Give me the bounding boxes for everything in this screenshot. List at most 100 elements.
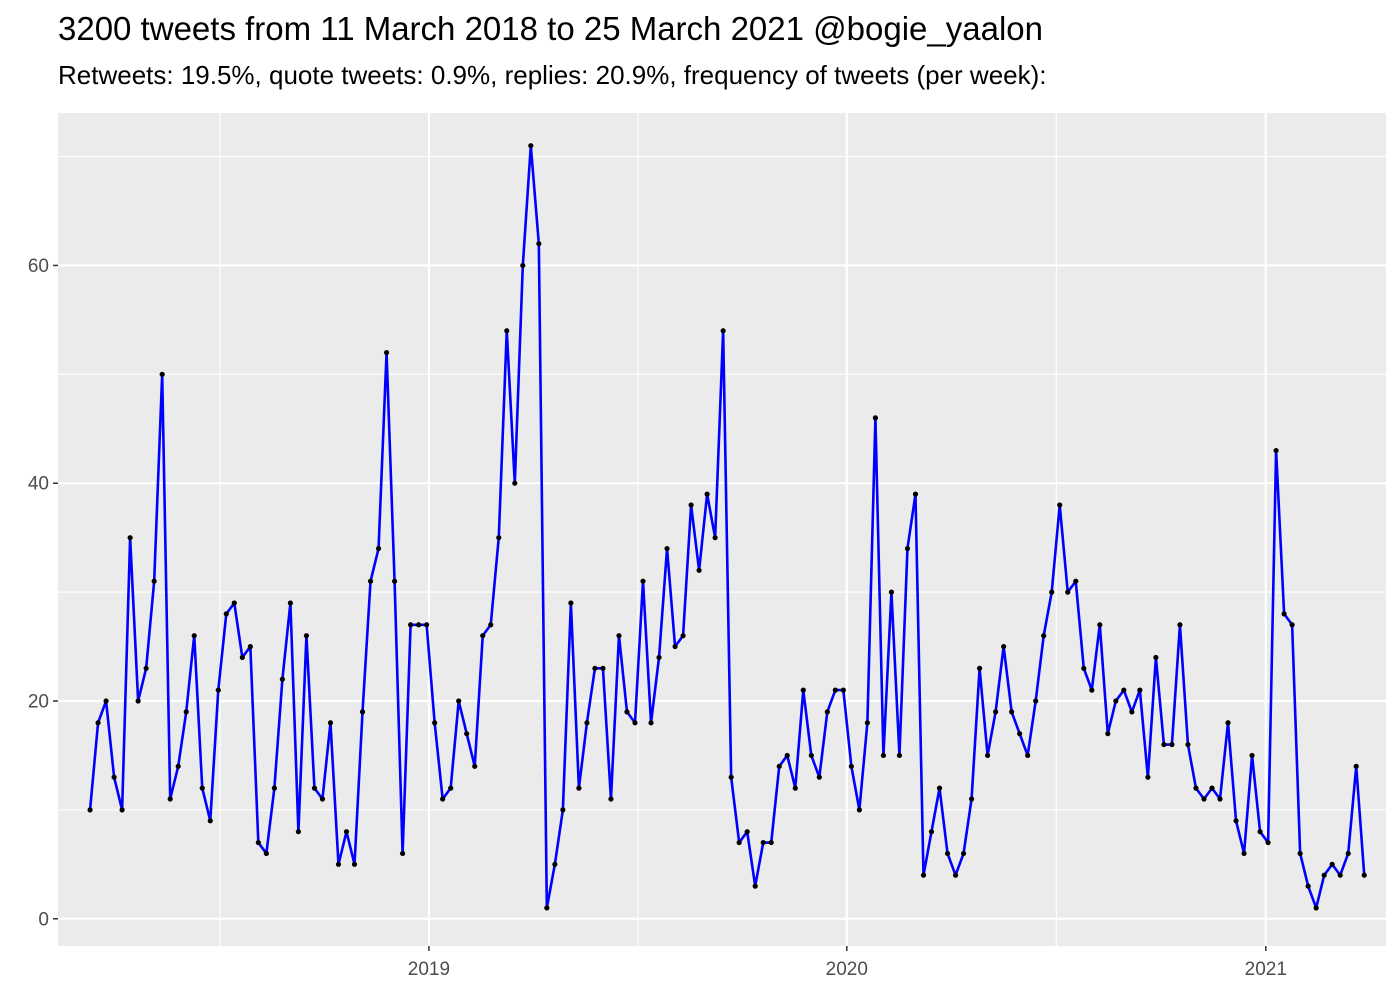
data-point [832, 687, 838, 693]
data-point [912, 491, 919, 497]
data-point [1025, 752, 1031, 759]
data-point [135, 698, 141, 704]
y-tick-label: 40 [28, 474, 49, 495]
data-point [1137, 687, 1143, 693]
data-point [1145, 774, 1151, 780]
data-point [640, 578, 646, 584]
data-point [127, 535, 133, 541]
data-point [1281, 611, 1287, 617]
data-point [199, 785, 205, 791]
data-point [175, 763, 181, 769]
data-point [576, 785, 582, 791]
x-tick-label: 2019 [408, 959, 450, 980]
data-point [1273, 447, 1279, 454]
data-point [648, 720, 654, 726]
data-point [1113, 698, 1119, 704]
x-tick-label: 2021 [1245, 959, 1287, 980]
data-point [712, 535, 718, 541]
y-tick-label: 60 [28, 256, 49, 277]
data-point [1169, 741, 1175, 748]
data-point [896, 752, 903, 759]
data-point [223, 611, 229, 617]
data-point [87, 807, 93, 813]
data-point [528, 143, 534, 149]
data-point [239, 654, 245, 661]
data-point [1081, 665, 1087, 671]
data-point [247, 643, 253, 650]
data-point [375, 545, 382, 552]
data-point [167, 796, 173, 802]
chart-title: 3200 tweets from 11 March 2018 to 25 Mar… [58, 10, 1043, 47]
data-point [480, 633, 486, 639]
data-point [151, 578, 157, 584]
y-tick-label: 0 [38, 909, 49, 930]
data-point [568, 600, 574, 606]
data-point [744, 829, 750, 835]
data-point [303, 633, 310, 639]
data-point [888, 589, 895, 595]
data-point [1017, 731, 1023, 737]
data-point [848, 763, 854, 769]
data-point [1073, 578, 1079, 584]
data-point [1249, 752, 1255, 759]
data-point [1329, 861, 1335, 867]
data-point [760, 839, 766, 846]
data-point [1033, 698, 1039, 704]
data-point [880, 752, 887, 759]
data-point [928, 829, 935, 835]
data-point [552, 861, 558, 867]
data-point [976, 665, 983, 671]
data-point [944, 850, 951, 857]
data-point [1057, 502, 1063, 508]
data-point [1233, 818, 1239, 824]
data-point [616, 633, 622, 639]
data-point [207, 818, 213, 824]
data-point [680, 633, 686, 639]
data-point [736, 839, 742, 846]
data-point [936, 785, 943, 791]
data-point [1153, 654, 1159, 661]
series-line [88, 144, 1366, 910]
data-point [351, 861, 358, 867]
chart-subtitle: Retweets: 19.5%, quote tweets: 0.9%, rep… [58, 60, 1047, 90]
plot-panel [58, 113, 1386, 946]
data-point [824, 709, 830, 715]
data-point [488, 622, 494, 628]
data-point [1257, 829, 1263, 835]
data-point [656, 654, 662, 661]
data-point [456, 698, 462, 704]
data-point [1001, 643, 1007, 650]
data-point [504, 328, 510, 334]
data-point [1289, 622, 1295, 628]
data-point [367, 578, 374, 584]
data-point [672, 643, 678, 650]
data-point [424, 622, 430, 628]
data-point [1185, 741, 1191, 748]
data-point [1297, 850, 1303, 857]
data-point [119, 807, 125, 813]
data-point [432, 720, 438, 726]
data-point [279, 676, 285, 682]
data-point [359, 709, 366, 715]
data-point [536, 241, 542, 247]
data-point [215, 687, 221, 693]
data-point [143, 665, 149, 671]
data-point [1097, 622, 1103, 628]
data-point [311, 785, 318, 791]
data-point [319, 796, 326, 802]
data-point [960, 850, 967, 857]
data-point [231, 600, 237, 606]
data-point [1353, 763, 1359, 769]
data-point [784, 752, 790, 759]
data-point [600, 665, 606, 671]
data-point [416, 622, 422, 628]
data-point [1161, 741, 1167, 748]
y-tick-label: 20 [28, 692, 49, 713]
data-point [1009, 709, 1015, 715]
data-point [720, 328, 726, 334]
data-point [624, 709, 630, 715]
data-point [728, 774, 734, 780]
data-point [752, 883, 758, 889]
data-point [448, 785, 454, 791]
data-point [391, 578, 398, 584]
